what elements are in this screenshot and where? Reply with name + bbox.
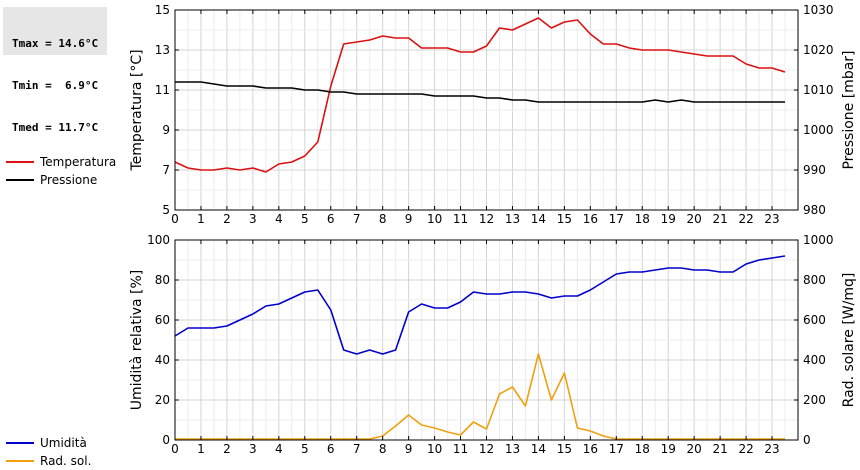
x-tick-label: 22: [738, 442, 753, 456]
x-tick-label: 19: [661, 212, 676, 226]
y2-tick-label: 1020: [803, 43, 834, 57]
x-tick-label: 12: [479, 442, 494, 456]
x-tick-label: 19: [661, 442, 676, 456]
x-tick-label: 17: [609, 212, 624, 226]
y-tick-label: 40: [155, 353, 170, 367]
y2-tick-label: 990: [803, 163, 826, 177]
x-tick-label: 15: [557, 442, 572, 456]
x-tick-label: 2: [223, 212, 231, 226]
series-line-umidit: [174, 255, 786, 355]
y-tick-label: 9: [162, 123, 170, 137]
x-tick-label: 6: [327, 442, 335, 456]
series-line-pressione: [175, 81, 785, 103]
y-tick-label: 11: [155, 83, 170, 97]
x-tick-label: 5: [301, 212, 309, 226]
x-tick-label: 4: [275, 442, 283, 456]
x-tick-label: 1: [197, 212, 205, 226]
x-tick-label: 3: [249, 212, 257, 226]
x-tick-label: 9: [405, 442, 413, 456]
y2-tick-label: 600: [803, 313, 826, 327]
x-tick-label: 3: [249, 442, 257, 456]
y2-tick-label: 1000: [803, 123, 834, 137]
y-tick-label: 7: [162, 163, 170, 177]
chart-panel-0: 0 1 2 3 4 5 6 7 8 9 10 11 12 13 14 15 16 17 18 19 20 21 22 2357…: [129, 3, 857, 226]
x-tick-label: 20: [687, 442, 702, 456]
y-tick-label: 80: [155, 273, 170, 287]
y-tick-label: 15: [155, 3, 170, 17]
legend-label-temperatura: Temperatura: [40, 155, 117, 169]
x-tick-label: 16: [583, 212, 598, 226]
x-tick-label: 10: [427, 212, 442, 226]
stats-box: Tmax = 14.6°C Tmin = 6.9°C Tmed = 11.7°C: [3, 7, 107, 134]
x-tick-label: 9: [405, 212, 413, 226]
x-tick-label: 14: [531, 212, 546, 226]
y2-tick-label: 400: [803, 353, 826, 367]
x-tick-label: 11: [453, 212, 468, 226]
legend-label-pressione: Pressione: [40, 173, 98, 187]
x-tick-label: 11: [453, 442, 468, 456]
legend-swatch-pressione: [6, 179, 34, 181]
weather-charts: 0 1 2 3 4 5 6 7 8 9 10 11 12 13 14 15 16 17 18 19 20 21 22 2357…: [129, 3, 857, 456]
y2-axis-label: Rad. solare [W/mq]: [841, 273, 857, 408]
y-tick-label: 60: [155, 313, 170, 327]
y2-axis-label: Pressione [mbar]: [841, 50, 857, 169]
x-tick-label: 23: [764, 442, 779, 456]
x-tick-label: 21: [712, 442, 727, 456]
y-tick-label: 100: [147, 233, 170, 247]
y2-tick-label: 980: [803, 203, 826, 217]
tmin-label: Tmin = 6.9°C: [12, 79, 99, 92]
x-tick-label: 2: [223, 442, 231, 456]
y2-tick-label: 1000: [803, 233, 834, 247]
y-tick-label: 0: [162, 433, 170, 447]
x-tick-label: 23: [764, 212, 779, 226]
y2-tick-label: 0: [803, 433, 811, 447]
y2-tick-label: 200: [803, 393, 826, 407]
x-tick-label: 4: [275, 212, 283, 226]
legend-item-temperatura: Temperatura: [6, 153, 116, 171]
x-tick-label: 7: [353, 212, 361, 226]
legend-label-umidita: Umidità: [40, 436, 87, 450]
y2-tick-label: 1030: [803, 3, 834, 17]
y-axis-label: Temperatura [°C]: [129, 49, 145, 171]
x-tick-label: 13: [505, 442, 520, 456]
x-tick-label: 1: [197, 442, 205, 456]
x-tick-label: 8: [379, 442, 387, 456]
x-tick-label: 14: [531, 442, 546, 456]
series-line-rad-sol: [175, 353, 785, 440]
y2-tick-label: 1010: [803, 83, 834, 97]
x-tick-label: 0: [171, 442, 179, 456]
tmed-label: Tmed = 11.7°C: [12, 121, 99, 134]
x-tick-label: 18: [635, 212, 650, 226]
x-tick-label: 5: [301, 442, 309, 456]
x-tick-label: 6: [327, 212, 335, 226]
x-tick-label: 12: [479, 212, 494, 226]
y-tick-label: 20: [155, 393, 170, 407]
y2-tick-label: 800: [803, 273, 826, 287]
legend-item-pressione: Pressione: [6, 171, 116, 189]
x-tick-label: 0: [171, 212, 179, 226]
x-tick-label: 22: [738, 212, 753, 226]
tmax-label: Tmax = 14.6°C: [12, 37, 99, 50]
x-tick-label: 17: [609, 442, 624, 456]
x-tick-label: 8: [379, 212, 387, 226]
legend-top: Temperatura Pressione: [6, 153, 116, 189]
y-axis-label: Umidità relativa [%]: [129, 270, 145, 411]
chart-panel-1: 0 1 2 3 4 5 6 7 8 9 10 11 12 13 14 15 16 17 18 19 20 21 22 2302…: [129, 233, 857, 456]
x-tick-label: 15: [557, 212, 572, 226]
x-tick-label: 13: [505, 212, 520, 226]
series-line-temperatura: [174, 17, 786, 173]
x-tick-label: 21: [712, 212, 727, 226]
y-tick-label: 13: [155, 43, 170, 57]
legend-swatch-temperatura: [6, 161, 34, 163]
legend-swatch-rad-sol: [6, 460, 34, 462]
y-tick-label: 5: [162, 203, 170, 217]
x-tick-label: 10: [427, 442, 442, 456]
legend-swatch-umidita: [6, 442, 34, 444]
x-tick-label: 20: [687, 212, 702, 226]
x-tick-label: 7: [353, 442, 361, 456]
x-tick-label: 18: [635, 442, 650, 456]
x-tick-label: 16: [583, 442, 598, 456]
legend-item-umidita: Umidità: [6, 434, 91, 452]
